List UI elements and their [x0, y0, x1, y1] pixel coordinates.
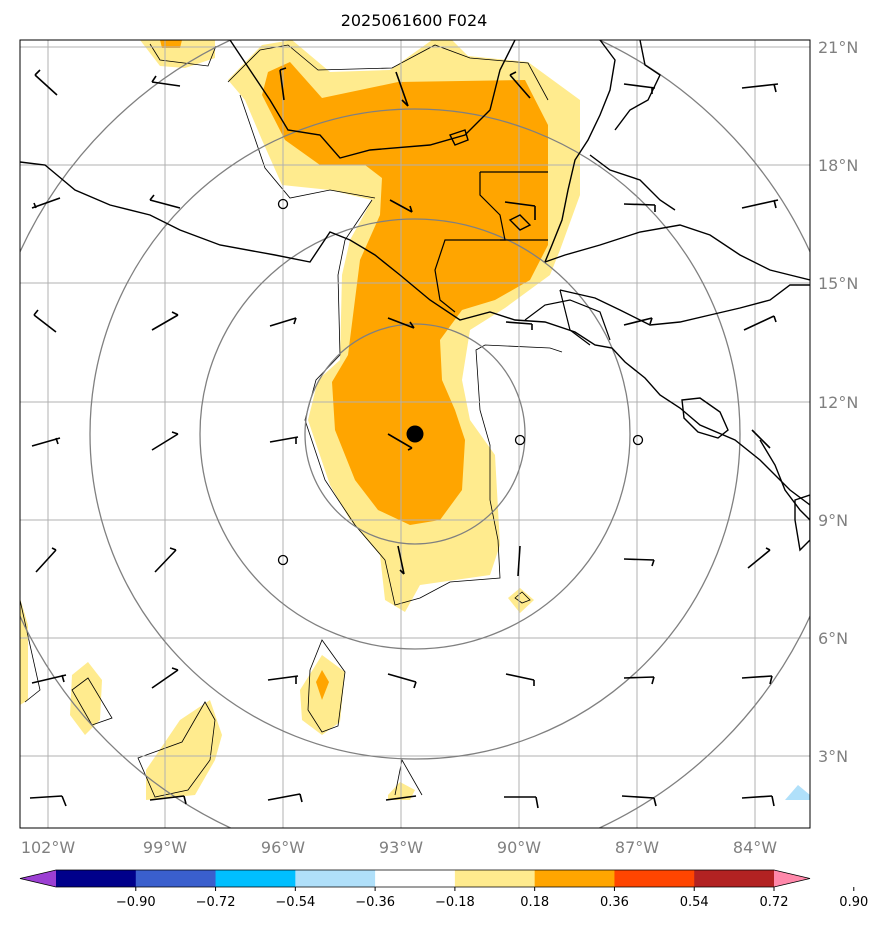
colorbar-extend-high — [774, 870, 810, 887]
lon-label-93w: 93°W — [379, 838, 423, 857]
lat-label-9n: 9°N — [818, 511, 848, 530]
map-frame — [19, 39, 811, 829]
map-area — [20, 40, 810, 828]
colorbar-extend-low — [20, 870, 56, 887]
lon-label-102w: 102°W — [21, 838, 76, 857]
contour-fill-orange — [160, 40, 548, 700]
lon-label-96w: 96°W — [261, 838, 305, 857]
latitude-labels: 3°N 6°N 9°N 12°N 15°N 18°N 21°N — [818, 38, 858, 766]
colorbar-tick-label: −0.18 — [435, 895, 475, 910]
lon-label-84w: 84°W — [733, 838, 777, 857]
lat-label-15n: 15°N — [818, 274, 858, 293]
longitude-labels: 102°W 99°W 96°W 93°W 90°W 87°W 84°W — [21, 838, 777, 857]
calm-station-markers — [277, 198, 644, 566]
colorbar-tick-label: −0.90 — [116, 895, 156, 910]
colorbar-segment — [375, 870, 456, 887]
country-borders — [434, 171, 611, 346]
colorbar-tick-label: −0.36 — [355, 895, 395, 910]
lat-label-21n: 21°N — [818, 38, 858, 57]
colorbar: −0.90 −0.72 −0.54 −0.36 −0.18 0.18 0.36 0.54 0.7… — [19, 869, 868, 910]
colorbar-segment — [694, 870, 775, 887]
map-title: 2025061600 F024 — [341, 11, 488, 30]
colorbar-tick-label: −0.72 — [196, 895, 236, 910]
colorbar-tick-label: 0.72 — [760, 895, 789, 910]
colorbar-tick-label: 0.18 — [520, 895, 549, 910]
graticule — [20, 40, 810, 828]
colorbar-segment — [614, 870, 695, 887]
colorbar-tick-label: 0.36 — [600, 895, 629, 910]
colorbar-tick-label: −0.54 — [275, 895, 315, 910]
lon-label-87w: 87°W — [615, 838, 659, 857]
colorbar-outline — [19, 869, 811, 888]
wind-barbs — [29, 67, 779, 809]
colorbar-tick-label: 0.54 — [680, 895, 709, 910]
contour-lines — [20, 43, 563, 798]
lat-label-12n: 12°N — [818, 393, 858, 412]
colorbar-tick-label: 0.90 — [839, 895, 868, 910]
colorbar-segment — [215, 870, 296, 887]
range-rings — [20, 40, 810, 828]
lat-label-18n: 18°N — [818, 156, 858, 175]
contour-fill-lightblue — [785, 785, 810, 800]
colorbar-segment — [56, 870, 137, 887]
coastlines — [20, 40, 810, 552]
colorbar-segment — [135, 870, 217, 887]
lon-label-90w: 90°W — [497, 838, 541, 857]
colorbar-segment — [454, 870, 536, 887]
lon-label-99w: 99°W — [143, 838, 187, 857]
colorbar-segment — [534, 870, 615, 887]
colorbar-segment — [295, 870, 376, 887]
lat-label-3n: 3°N — [818, 747, 848, 766]
lat-label-6n: 6°N — [818, 629, 848, 648]
storm-center-marker — [406, 425, 424, 443]
